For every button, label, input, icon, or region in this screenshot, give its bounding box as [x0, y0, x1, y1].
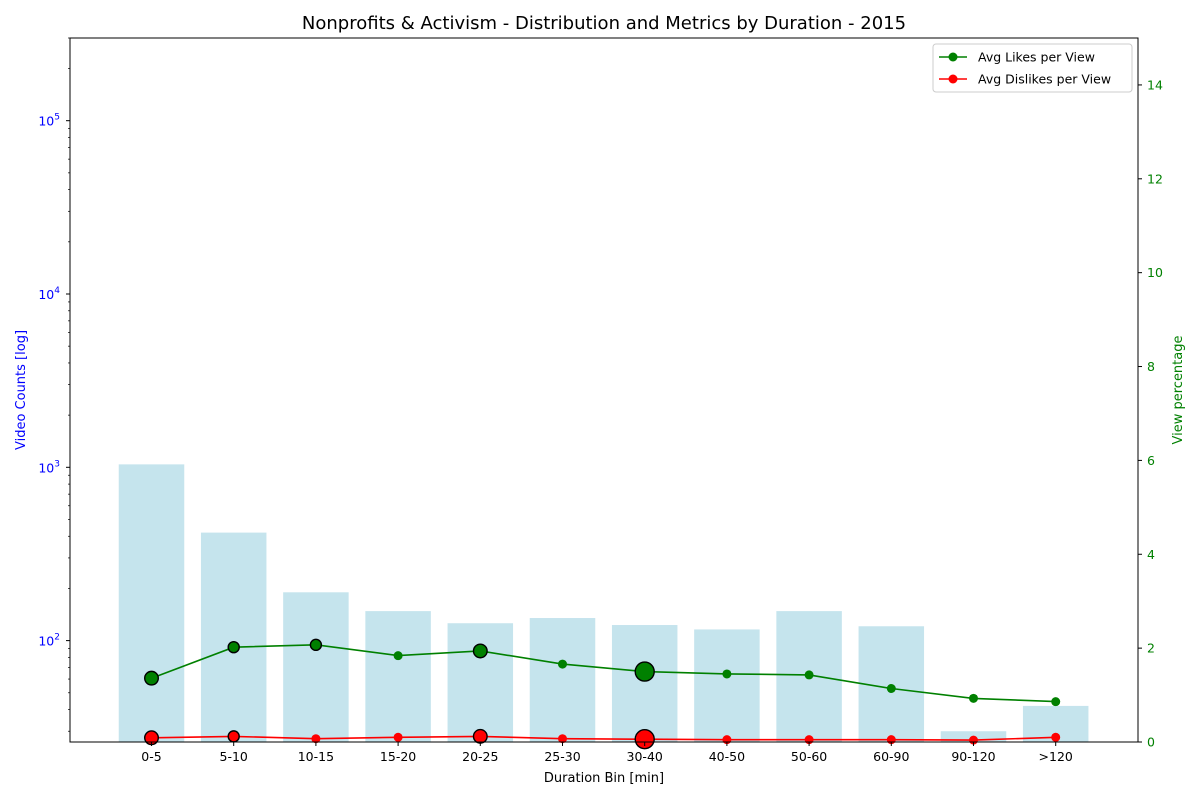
y-right-tick-label: 8: [1147, 359, 1155, 374]
series-0-point: [722, 669, 732, 679]
x-tick-label: 20-25: [462, 749, 498, 764]
series-1-point: [1051, 732, 1061, 742]
legend: Avg Likes per View Avg Dislikes per View: [932, 43, 1133, 93]
y-right-tick-label: 0: [1147, 735, 1155, 750]
series-1-highlight-point: [472, 728, 488, 744]
y-right-tick-label: 4: [1147, 547, 1155, 562]
bar-30-40: [611, 625, 678, 742]
series-1-point: [393, 732, 403, 742]
series-0-point: [393, 651, 403, 661]
x-tick-label: >120: [1039, 749, 1073, 764]
y-right-tick-label: 12: [1147, 171, 1163, 186]
series-1-highlight-point: [227, 730, 240, 743]
legend-marker-likes: [948, 52, 958, 62]
x-axis-title: Duration Bin [min]: [544, 771, 664, 786]
series-0-highlight-point: [227, 640, 240, 654]
series-line-1: [151, 735, 1056, 741]
x-tick-label: 10-15: [298, 749, 334, 764]
x-tick-label: 40-50: [709, 749, 745, 764]
x-tick-label: 50-60: [791, 749, 827, 764]
x-tick-label: 30-40: [627, 749, 663, 764]
y-right-tick-label: 14: [1147, 77, 1163, 92]
series-0-point: [1051, 697, 1061, 707]
y-right-tick-label: 2: [1147, 641, 1155, 656]
bar-5-10: [200, 532, 267, 742]
lines-layer: [143, 638, 1061, 750]
series-0-point: [886, 683, 896, 693]
y-right-axis-title: View percentage: [1171, 336, 1186, 445]
x-tick-label: 5-10: [220, 749, 248, 764]
series-0-point: [969, 693, 978, 703]
y-left-tick-label: 105: [38, 113, 60, 129]
x-tick-label: 0-5: [141, 749, 161, 764]
bars-layer: [118, 464, 1089, 742]
y-right-axis: 0 2 4 6 8 10 12 14: [1138, 77, 1163, 750]
plot-frame: [69, 37, 1139, 743]
y-left-tick-label: 104: [38, 286, 60, 302]
x-tick-label: 25-30: [544, 749, 580, 764]
x-tick-label: 90-120: [951, 749, 995, 764]
series-1-highlight-point: [634, 728, 655, 750]
series-0-highlight-point: [472, 643, 488, 659]
series-0-point: [804, 670, 814, 680]
y-left-axis: 102 103 104 105: [38, 37, 70, 732]
legend-label-likes: Avg Likes per View: [978, 50, 1095, 65]
legend-label-dislikes: Avg Dislikes per View: [978, 72, 1111, 87]
series-0-point: [558, 659, 567, 669]
series-1-point: [558, 734, 567, 744]
bar-25-30: [529, 618, 596, 742]
x-tick-label: 15-20: [380, 749, 416, 764]
x-tick-label: 60-90: [873, 749, 909, 764]
bar-0-5: [118, 464, 185, 742]
y-left-axis-title: Video Counts [log]: [14, 330, 29, 450]
y-left-tick-label: 103: [38, 459, 60, 475]
series-line-0: [151, 643, 1056, 703]
bar-40-50: [694, 629, 760, 742]
series-1-point: [311, 734, 321, 744]
series-0-highlight-point: [309, 638, 323, 652]
x-axis: 0-5 5-10 10-15 15-20 20-25 25-30 30-40 40-50 50-…: [141, 742, 1073, 764]
legend-marker-dislikes: [948, 74, 958, 84]
series-0-highlight-point: [634, 661, 655, 682]
bar-20-25: [447, 623, 514, 742]
y-left-tick-label: 102: [38, 633, 60, 649]
legend-box: [932, 43, 1133, 93]
chart-title: Nonprofits & Activism - Distribution and…: [302, 13, 906, 34]
y-right-tick-label: 10: [1147, 265, 1163, 280]
y-right-tick-label: 6: [1147, 453, 1155, 468]
series-0-highlight-point: [143, 670, 159, 686]
bar-15-20: [365, 611, 431, 742]
bar-10-15: [283, 592, 349, 742]
